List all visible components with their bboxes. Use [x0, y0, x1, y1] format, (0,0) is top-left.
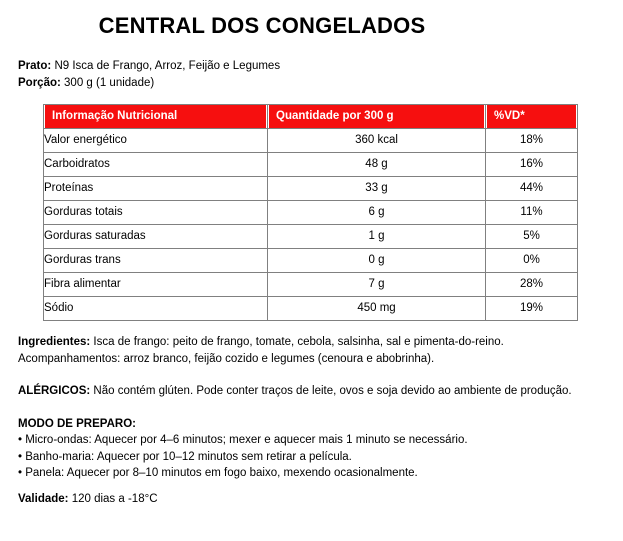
porcao-label: Porção: [18, 76, 61, 89]
table-row: Gorduras saturadas 1 g 5% [43, 224, 578, 249]
table-row: Valor energético 360 kcal 18% [43, 128, 578, 153]
nutrient-name-cell: Proteínas [43, 176, 268, 201]
prato-label: Prato: [18, 60, 52, 72]
table-row: Carboidratos 48 g 16% [43, 152, 578, 177]
preparation-section: MODO DE PREPARO: • Micro-ondas: Aquecer … [18, 416, 606, 482]
validity-value: 120 dias a -18°C [71, 492, 158, 505]
vd-cell: 16% [485, 152, 578, 177]
prato-line: Prato: N9 Isca de Frango, Arroz, Feijão … [18, 58, 623, 75]
table-row: Gorduras trans 0 g 0% [43, 248, 578, 273]
vd-cell: 11% [485, 200, 578, 225]
nutrient-name-cell: Carboidratos [43, 152, 268, 177]
ingredients-label: Ingredientes: [18, 336, 91, 348]
quantity-cell: 1 g [267, 224, 486, 249]
nutrient-name-cell: Valor energético [43, 128, 268, 153]
nutrition-label-document: CENTRAL DOS CONGELADOS Prato: N9 Isca de… [0, 13, 623, 541]
quantity-cell: 0 g [267, 248, 486, 273]
preparation-item-pan: • Panela: Aquecer por 8–10 minutos em fo… [18, 467, 418, 479]
quantity-cell: 360 kcal [267, 128, 486, 153]
porcao-value: 300 g (1 unidade) [64, 76, 155, 89]
table-row: Fibra alimentar 7 g 28% [43, 272, 578, 297]
product-meta: Prato: N9 Isca de Frango, Arroz, Feijão … [18, 58, 623, 91]
vd-cell: 0% [485, 248, 578, 273]
preparation-item-microwave: • Micro-ondas: Aquecer por 4–6 minutos; … [18, 434, 468, 446]
quantity-cell: 48 g [267, 152, 486, 177]
vd-cell: 19% [485, 296, 578, 321]
vd-cell: 44% [485, 176, 578, 201]
quantity-cell: 450 mg [267, 296, 486, 321]
allergens-paragraph: ALÉRGICOS: Não contém glúten. Pode conte… [18, 383, 606, 400]
validity-label: Validade: [18, 492, 69, 505]
nutrient-name-cell: Sódio [43, 296, 268, 321]
column-header-quantity: Quantidade por 300 g [267, 104, 486, 129]
allergens-label: ALÉRGICOS: [18, 385, 91, 397]
preparation-heading: MODO DE PREPARO: [18, 417, 136, 430]
table-row: Gorduras totais 6 g 11% [43, 200, 578, 225]
table-header-row: Informação Nutricional Quantidade por 30… [43, 104, 578, 129]
table-row: Sódio 450 mg 19% [43, 296, 578, 321]
vd-cell: 5% [485, 224, 578, 249]
quantity-cell: 33 g [267, 176, 486, 201]
prato-value: N9 Isca de Frango, Arroz, Feijão e Legum… [54, 60, 281, 72]
vd-cell: 18% [485, 128, 578, 153]
validity-line: Validade: 120 dias a -18°C [18, 491, 606, 508]
table-row: Proteínas 33 g 44% [43, 176, 578, 201]
nutrient-name-cell: Fibra alimentar [43, 272, 268, 297]
allergens-text: Não contém glúten. Pode conter traços de… [93, 385, 572, 397]
ingredients-text: Isca de frango: peito de frango, tomate,… [18, 336, 504, 365]
quantity-cell: 7 g [267, 272, 486, 297]
column-header-vd: %VD* [485, 104, 578, 129]
quantity-cell: 6 g [267, 200, 486, 225]
vd-cell: 28% [485, 272, 578, 297]
ingredients-paragraph: Ingredientes: Isca de frango: peito de f… [18, 334, 606, 367]
nutrition-table: Informação Nutricional Quantidade por 30… [43, 104, 578, 321]
nutrient-name-cell: Gorduras trans [43, 248, 268, 273]
page-title: CENTRAL DOS CONGELADOS [98, 13, 426, 38]
preparation-item-bain-marie: • Banho-maria: Aquecer por 10–12 minutos… [18, 450, 352, 463]
porcao-line: Porção: 300 g (1 unidade) [18, 75, 623, 92]
nutrient-name-cell: Gorduras totais [43, 200, 268, 225]
column-header-info: Informação Nutricional [43, 104, 268, 129]
nutrient-name-cell: Gorduras saturadas [43, 224, 268, 249]
